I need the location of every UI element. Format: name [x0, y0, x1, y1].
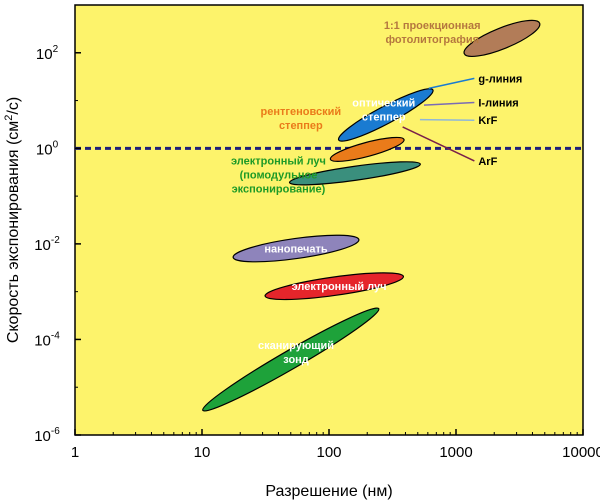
side-label-text: I-линия — [478, 98, 518, 110]
region-optical-stepper: оптический степпер — [337, 88, 434, 142]
region-ellipse — [202, 307, 380, 412]
y-tick-label: 10-6 — [34, 426, 60, 445]
y-tick-label: 10-2 — [34, 235, 60, 254]
region-label: 1:1 проекционная фотолитография — [384, 20, 481, 46]
y-tick-label: 102 — [36, 44, 59, 63]
side-label-text: KrF — [478, 115, 497, 127]
leader-line — [402, 126, 475, 162]
region-label: электронный луч (помодульное экспонировани… — [231, 156, 326, 196]
region-ellipse — [337, 88, 434, 142]
x-tick-label: 100 — [316, 444, 341, 461]
region-label: нанопечать — [264, 244, 328, 256]
side-label-text: ArF — [478, 156, 497, 168]
region-label: оптический степпер — [352, 97, 415, 123]
x-tick-label: 10000 — [562, 444, 600, 461]
region-ebeam-cell: электронный луч (помодульное экспонировани… — [231, 156, 421, 196]
x-tick-label: 10 — [194, 444, 211, 461]
leader-line — [428, 77, 475, 90]
side-label-g-line: g-линия — [428, 73, 522, 90]
region-ellipse — [264, 272, 405, 301]
region-nanoprint: нанопечать — [232, 234, 360, 263]
plot-area — [74, 4, 584, 436]
region-xray-stepper: рентгеновский степпер — [261, 106, 405, 162]
side-label-text: g-линия — [478, 73, 522, 85]
region-label: сканирующий зонд — [258, 340, 334, 366]
region-ellipse — [329, 136, 405, 162]
region-ellipse — [463, 19, 541, 58]
region-projection-photolitho: 1:1 проекционная фотолитография — [384, 19, 541, 58]
side-label-i-line: I-линия — [423, 98, 519, 110]
side-label-krf: KrF — [419, 115, 498, 127]
leader-line — [423, 101, 475, 106]
y-axis-title: Скорость экспонирования (см2/с) — [3, 97, 22, 343]
region-label: электронный луч — [292, 281, 387, 293]
y-tick-label: 100 — [36, 139, 59, 158]
region-ebeam: электронный луч — [264, 272, 405, 301]
x-tick-label: 1000 — [439, 444, 472, 461]
leader-line — [419, 118, 475, 121]
region-scanning-probe: сканирующий зонд — [202, 307, 380, 412]
x-axis-title: Разрешение (нм) — [265, 483, 392, 500]
x-tick-label: 1 — [71, 444, 79, 461]
region-ellipse — [288, 161, 421, 186]
side-label-arf: ArF — [402, 126, 498, 168]
region-label: рентгеновский степпер — [261, 106, 342, 132]
y-tick-label: 10-4 — [34, 330, 60, 349]
region-ellipse — [232, 234, 360, 263]
